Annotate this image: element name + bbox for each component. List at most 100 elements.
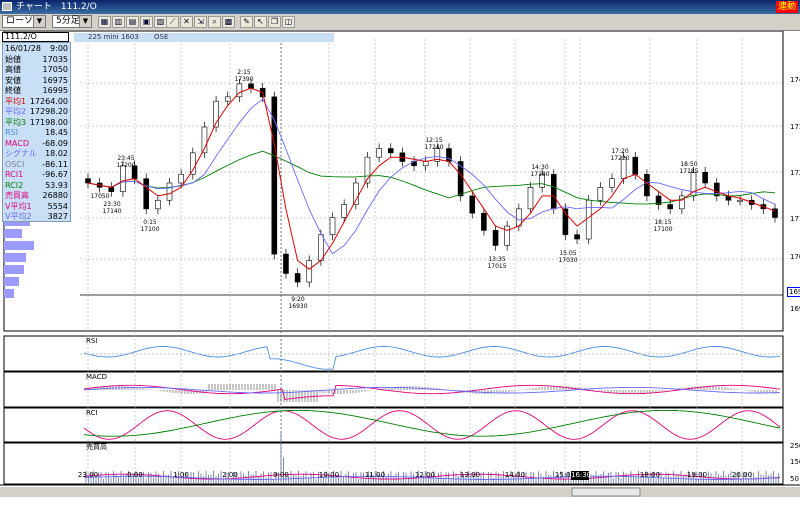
chart-canvas[interactable] xyxy=(0,31,800,507)
candle-body xyxy=(318,234,324,261)
info-value: -86.11 xyxy=(42,159,68,169)
annotation-time: 13:35 xyxy=(488,256,506,263)
info-value: 53.93 xyxy=(45,180,68,190)
candle-body xyxy=(155,199,161,210)
info-label: RCI2 xyxy=(5,180,24,190)
draw-icon[interactable]: ✎ xyxy=(240,16,253,28)
window-title: チャート 111.2/O xyxy=(16,2,97,12)
candle-body xyxy=(434,148,441,162)
scale-icon[interactable]: ⇲ xyxy=(194,16,207,28)
info-row: 16/01/28 9:00 xyxy=(5,44,68,54)
candle-body xyxy=(597,187,604,201)
x-axis-tick: 18:00 xyxy=(639,471,661,479)
interval-value: 5分足 xyxy=(56,16,80,26)
cross-icon[interactable]: ✕ xyxy=(180,16,193,28)
x-axis-tick: 23:00 xyxy=(77,471,99,479)
info-row: 始値 17035 xyxy=(5,55,68,65)
x-axis-tick: 14:00 xyxy=(504,471,526,479)
candle-body xyxy=(387,148,394,154)
chart-icon-3[interactable]: ▣ xyxy=(140,16,153,28)
chevron-down-icon[interactable]: ▼ xyxy=(33,16,45,27)
info-label: RCI1 xyxy=(5,170,24,179)
annotation-time: 23:45 xyxy=(117,155,135,162)
info-value: 16975 xyxy=(42,75,68,85)
price-annotation: 15:05 17030 xyxy=(553,250,583,264)
first-bar-label: 17050 xyxy=(90,193,110,200)
grid-icon[interactable]: ▩ xyxy=(222,16,235,28)
chart-type-select[interactable]: ローソク ▼ xyxy=(2,15,46,28)
info-value: -96.67 xyxy=(42,170,68,179)
candle-body xyxy=(679,195,685,210)
rsi-panel-label: RSI xyxy=(86,337,98,345)
annotation-price: 17200 xyxy=(116,162,136,169)
macd-signal-line xyxy=(83,386,781,394)
ma2-line xyxy=(87,98,776,255)
annotation-price: 17100 xyxy=(653,226,673,233)
zoom-icon[interactable]: ⌕ xyxy=(208,16,221,28)
info-row: RCI1 -96.67 xyxy=(5,170,68,180)
info-row: 平均2 17298.20 xyxy=(5,107,68,117)
candle-body xyxy=(422,161,429,167)
copy-icon[interactable]: ❐ xyxy=(268,16,281,28)
candle-body xyxy=(481,212,487,231)
chart-icon-2[interactable]: ▤ xyxy=(126,16,139,28)
info-label: 平均2 xyxy=(5,107,27,116)
exchange-name: OSE xyxy=(154,33,169,41)
trend-icon[interactable]: ⟋ xyxy=(166,16,179,28)
chart-icon-1[interactable]: ▥ xyxy=(112,16,125,28)
info-label: 16/01/28 xyxy=(5,44,41,53)
info-label: 高値 xyxy=(5,65,21,74)
annotation-price: 17140 xyxy=(102,208,122,215)
volume-profile-bar xyxy=(4,229,22,238)
x-axis-tick: 16:30 xyxy=(571,471,592,480)
instrument-name: 225 mini 1603 xyxy=(88,33,139,41)
price-annotation: 23:30 17140 xyxy=(97,201,127,215)
candle-body xyxy=(85,178,91,184)
price-axis-tick: 173 xyxy=(790,123,800,131)
info-row: V平均2 3827 xyxy=(5,212,68,222)
info-label: 安値 xyxy=(5,75,21,85)
info-label: OSCI xyxy=(5,159,25,169)
annotation-price: 17390 xyxy=(234,76,254,83)
scrollbar-track xyxy=(0,487,800,497)
layout-icon[interactable]: ▦ xyxy=(98,16,111,28)
price-annotation: 12:15 17240 xyxy=(419,137,449,151)
chevron-down-icon[interactable]: ▼ xyxy=(79,16,91,27)
candle-body xyxy=(574,234,580,240)
x-axis-tick: 2:00 xyxy=(222,471,238,479)
plot-background xyxy=(4,31,783,485)
candle-body xyxy=(527,187,534,210)
candle-body xyxy=(189,152,196,175)
panel-frame xyxy=(3,335,784,372)
annotation-time: 17:20 xyxy=(611,148,629,155)
annotation-price: 17180 xyxy=(530,171,550,178)
price-annotation: 18:50 17185 xyxy=(674,161,704,175)
panel-frame xyxy=(3,442,784,485)
volume-profile-bar xyxy=(4,277,19,286)
chart-window[interactable]: 111.2/O 225 mini 1603 OSE 16/01/28 9:00 始値… xyxy=(0,31,800,507)
live-link-badge[interactable]: 連動 xyxy=(775,1,798,13)
panel-frame xyxy=(3,371,784,408)
ma3-line xyxy=(87,150,776,205)
info-row: RCI2 53.93 xyxy=(5,181,68,191)
pointer-icon[interactable]: ↖ xyxy=(254,16,267,28)
x-axis-tick: 10:00 xyxy=(318,471,340,479)
info-row: 終値 16995 xyxy=(5,86,68,96)
candle-body xyxy=(667,204,674,210)
info-value: 5554 xyxy=(47,201,68,211)
symbol-box[interactable]: 111.2/O xyxy=(2,32,69,42)
info-row: OSCI -86.11 xyxy=(5,160,68,170)
price-annotation: 2:15 17390 xyxy=(229,69,259,83)
candle-body xyxy=(283,253,289,274)
x-axis-tick: 12:00 xyxy=(414,471,436,479)
rci-panel-label: RCI xyxy=(86,409,98,417)
chart-icon-5[interactable]: ◫ xyxy=(282,16,295,28)
candle-body xyxy=(166,182,173,201)
candle-body xyxy=(271,96,278,255)
info-value: 17198.00 xyxy=(29,117,68,127)
interval-select[interactable]: 5分足 ▼ xyxy=(52,15,92,28)
annotation-price: 16930 xyxy=(288,303,308,310)
annotation-time: 0:15 xyxy=(143,219,157,226)
candle-body xyxy=(353,182,359,205)
info-label: 始値 xyxy=(5,54,21,64)
